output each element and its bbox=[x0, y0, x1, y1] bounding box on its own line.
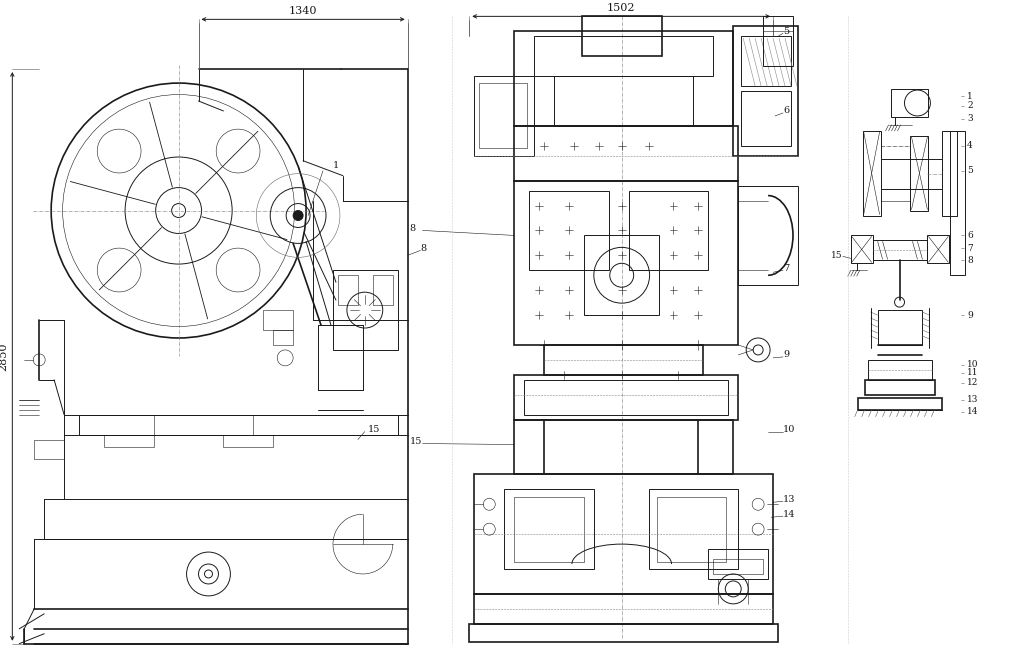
Text: 8: 8 bbox=[410, 224, 416, 233]
Bar bbox=[338, 275, 357, 305]
Bar bbox=[656, 497, 726, 562]
Text: 6: 6 bbox=[783, 107, 790, 115]
Bar bbox=[584, 235, 658, 315]
Bar bbox=[891, 89, 929, 117]
Bar bbox=[763, 16, 793, 66]
Bar bbox=[741, 36, 791, 86]
Text: 13: 13 bbox=[783, 495, 796, 504]
Text: 12: 12 bbox=[968, 379, 979, 387]
Bar bbox=[950, 131, 966, 275]
Bar bbox=[524, 380, 728, 415]
Text: 14: 14 bbox=[783, 510, 796, 519]
Bar bbox=[928, 235, 949, 263]
Bar bbox=[535, 36, 714, 76]
Bar bbox=[263, 310, 293, 330]
Bar bbox=[738, 186, 798, 285]
Text: 15: 15 bbox=[410, 437, 422, 446]
Bar bbox=[648, 489, 738, 569]
Bar bbox=[942, 131, 957, 216]
Bar bbox=[733, 26, 798, 155]
Bar bbox=[872, 241, 928, 261]
Text: 11: 11 bbox=[968, 369, 979, 377]
Bar bbox=[544, 345, 703, 375]
Text: 1340: 1340 bbox=[289, 7, 317, 16]
Text: 15: 15 bbox=[368, 425, 380, 434]
Bar bbox=[741, 91, 791, 146]
Bar bbox=[474, 474, 773, 594]
Bar bbox=[504, 489, 594, 569]
Bar bbox=[514, 419, 733, 474]
Bar bbox=[910, 136, 929, 210]
Text: 9: 9 bbox=[783, 350, 790, 359]
Bar bbox=[629, 191, 709, 270]
Bar bbox=[514, 31, 733, 126]
Bar bbox=[851, 235, 872, 263]
Text: 3: 3 bbox=[968, 115, 973, 123]
Bar bbox=[333, 270, 397, 350]
Bar bbox=[223, 435, 273, 446]
Bar bbox=[878, 310, 923, 345]
Text: 2: 2 bbox=[968, 101, 973, 111]
Bar bbox=[79, 415, 397, 435]
Text: 8: 8 bbox=[421, 244, 427, 253]
Bar bbox=[714, 559, 763, 574]
Bar bbox=[529, 191, 609, 270]
Bar bbox=[709, 549, 768, 579]
Bar bbox=[373, 275, 392, 305]
Bar bbox=[103, 435, 154, 446]
Bar bbox=[864, 380, 935, 395]
Text: 4: 4 bbox=[968, 141, 973, 150]
Text: 9: 9 bbox=[968, 311, 973, 320]
Bar bbox=[554, 76, 693, 126]
Bar bbox=[514, 126, 738, 181]
Bar bbox=[862, 131, 881, 216]
Circle shape bbox=[293, 210, 303, 220]
Text: 5: 5 bbox=[783, 27, 790, 36]
Bar bbox=[469, 624, 778, 642]
Text: 7: 7 bbox=[783, 264, 790, 273]
Bar bbox=[514, 375, 738, 419]
Bar bbox=[514, 497, 584, 562]
Text: 8: 8 bbox=[968, 256, 973, 265]
Text: 7: 7 bbox=[968, 244, 973, 253]
Bar bbox=[479, 83, 527, 148]
Text: 1: 1 bbox=[333, 161, 339, 170]
Bar bbox=[514, 181, 738, 345]
Bar bbox=[273, 330, 293, 345]
Text: 1: 1 bbox=[968, 92, 973, 100]
Bar bbox=[867, 360, 933, 380]
Text: 13: 13 bbox=[968, 395, 979, 404]
Text: 15: 15 bbox=[831, 251, 843, 260]
Text: 6: 6 bbox=[968, 231, 973, 240]
Text: 10: 10 bbox=[968, 360, 979, 369]
Bar bbox=[474, 76, 535, 155]
Bar bbox=[858, 398, 942, 409]
Text: 10: 10 bbox=[783, 425, 796, 434]
Bar bbox=[474, 594, 773, 624]
Text: 1502: 1502 bbox=[607, 3, 636, 13]
Text: 2850: 2850 bbox=[0, 342, 8, 371]
Text: 5: 5 bbox=[968, 166, 973, 175]
Bar bbox=[582, 16, 662, 56]
Text: 14: 14 bbox=[968, 407, 979, 416]
